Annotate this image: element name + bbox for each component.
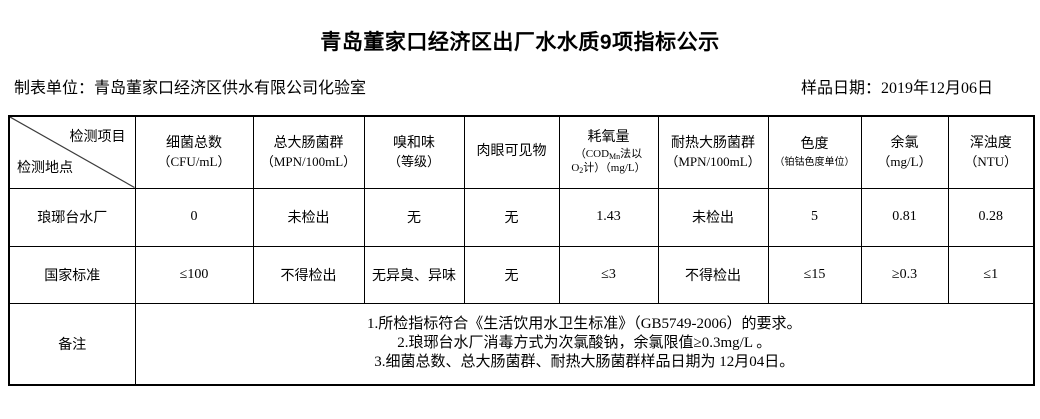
cell-value: ≤3 [558,245,659,304]
cell-value: 无异臭、异味 [363,245,465,304]
row-label: 国家标准 [8,245,136,304]
col-header-thermotolerant-coliform: 耐热大肠菌群 （MPN/100mL） [657,115,769,189]
cell-value: 不得检出 [657,245,769,304]
col-title: 肉眼可见物 [476,144,547,160]
maker-unit-label: 制表单位：青岛董家口经济区供水有限公司化验室 [14,80,367,97]
col-unit-cod-line1: （CODMn法以 [574,148,643,162]
col-header-bacteria-total: 细菌总数 （CFU/mL） [134,115,254,189]
cod-subscript: Mn [609,152,621,162]
cell-value: ≤100 [134,245,254,304]
remark-note-3: 3.细菌总数、总大肠菌群、耐热大肠菌群样品日期为 12月04日。 [374,354,795,371]
cell-value: 0.81 [860,187,949,247]
col-header-odor-taste: 嗅和味 （等级） [363,115,465,189]
col-header-turbidity: 浑浊度 （NTU） [947,115,1035,189]
corner-label-test-place: 检测地点 [17,160,73,176]
cell-value: 未检出 [657,187,769,247]
water-quality-table: 检测项目 检测地点 细菌总数 （CFU/mL） 总大肠菌群 （MPN/100mL… [8,115,1035,386]
col-title: 耐热大肠菌群 [671,135,755,151]
col-unit-cod-line2: O2计）（mg/L） [571,162,646,176]
cell-value: 未检出 [252,187,365,247]
cell-value: 0 [134,187,254,247]
col-header-visible-matter: 肉眼可见物 [463,115,560,189]
col-unit: （MPN/100mL） [665,153,761,169]
remark-note-2: 2.琅琊台水厂消毒方式为次氯酸钠，余氯限值≥0.3mg/L 。 [397,335,772,352]
table-row-langyatai: 琅琊台水厂 0 未检出 无 无 1.43 未检出 5 0.81 0.28 [8,187,1035,247]
col-unit: （NTU） [964,153,1018,169]
remark-notes: 1.所检指标符合《生活饮用水卫生标准》（GB5749-2006）的要求。 2.琅… [134,302,1035,386]
table-row-national-standard: 国家标准 ≤100 不得检出 无异臭、异味 无 ≤3 不得检出 ≤15 ≥0.3… [8,245,1035,304]
cell-value: ≤15 [767,245,862,304]
col-title: 总大肠菌群 [273,135,344,151]
cell-value: 无 [363,187,465,247]
col-unit: （铂钴色度单位） [774,156,855,168]
row-label: 琅琊台水厂 [8,187,136,247]
cell-value: 0.28 [947,187,1035,247]
meta-row: 制表单位：青岛董家口经济区供水有限公司化验室 样品日期：2019年12月06日 [14,79,993,99]
col-header-oxygen-consumption: 耗氧量 （CODMn法以 O2计）（mg/L） [558,115,659,189]
remark-label: 备注 [8,302,136,386]
header-row: 检测项目 检测地点 细菌总数 （CFU/mL） 总大肠菌群 （MPN/100mL… [8,115,1035,189]
col-header-chroma: 色度 （铂钴色度单位） [767,115,862,189]
corner-cell: 检测项目 检测地点 [8,115,136,189]
col-title: 色度 [800,136,829,152]
col-title: 细菌总数 [166,135,222,151]
col-header-total-coliform: 总大肠菌群 （MPN/100mL） [252,115,365,189]
remark-note-1: 1.所检指标符合《生活饮用水卫生标准》（GB5749-2006）的要求。 [366,316,802,333]
cell-value: ≤1 [947,245,1035,304]
col-title: 浑浊度 [969,135,1012,151]
col-title: 余氯 [890,135,919,151]
col-unit: （MPN/100mL） [260,153,357,169]
page-title: 青岛董家口经济区出厂水水质9项指标公示 [320,31,720,54]
col-unit: （CFU/mL） [157,153,231,169]
cell-value: 5 [767,187,862,247]
cell-value: 1.43 [558,187,659,247]
table-row-remark: 备注 1.所检指标符合《生活饮用水卫生标准》（GB5749-2006）的要求。 … [8,302,1035,386]
cell-value: 无 [463,245,560,304]
diagonal-line-icon [10,117,135,188]
cell-value: 不得检出 [252,245,365,304]
sample-date-label: 样品日期：2019年12月06日 [800,80,993,97]
col-unit: （等级） [387,153,440,169]
col-unit: （mg/L） [877,153,932,169]
col-title: 嗅和味 [393,135,435,151]
corner-label-test-item: 检测项目 [69,130,126,145]
cell-value: 无 [463,187,560,247]
cell-value: ≥0.3 [860,245,949,304]
col-title: 耗氧量 [587,130,630,146]
col-header-residual-chlorine: 余氯 （mg/L） [860,115,949,189]
o2-subscript: 2 [579,166,584,176]
